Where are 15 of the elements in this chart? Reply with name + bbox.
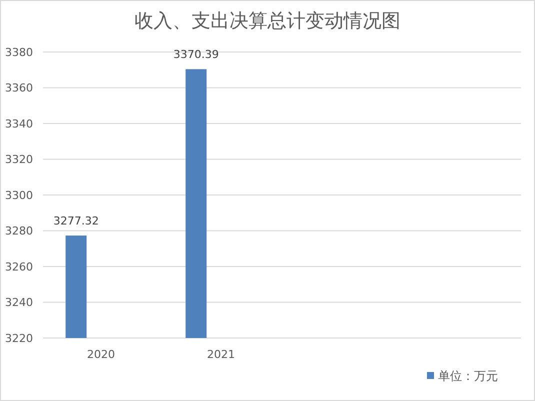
y-tick-label: 3340 [5,117,33,130]
x-tick-label: 2021 [207,348,235,361]
data-label: 3370.39 [173,48,219,62]
x-tick-label: 2020 [87,348,115,361]
y-tick-label: 3220 [5,332,33,345]
data-label: 3277.32 [53,214,99,228]
y-tick-label: 3240 [5,296,33,310]
y-tick-label: 3380 [5,46,33,59]
y-tick-label: 3280 [5,224,33,238]
y-tick-label: 3260 [5,260,33,274]
legend-label: 单位：万元 [438,369,498,384]
chart-title: 收入、支出决算总计变动情况图 [134,10,400,32]
y-tick-label: 3300 [5,188,33,202]
y-tick-label: 3320 [5,153,33,166]
y-tick-label: 3360 [5,82,33,95]
